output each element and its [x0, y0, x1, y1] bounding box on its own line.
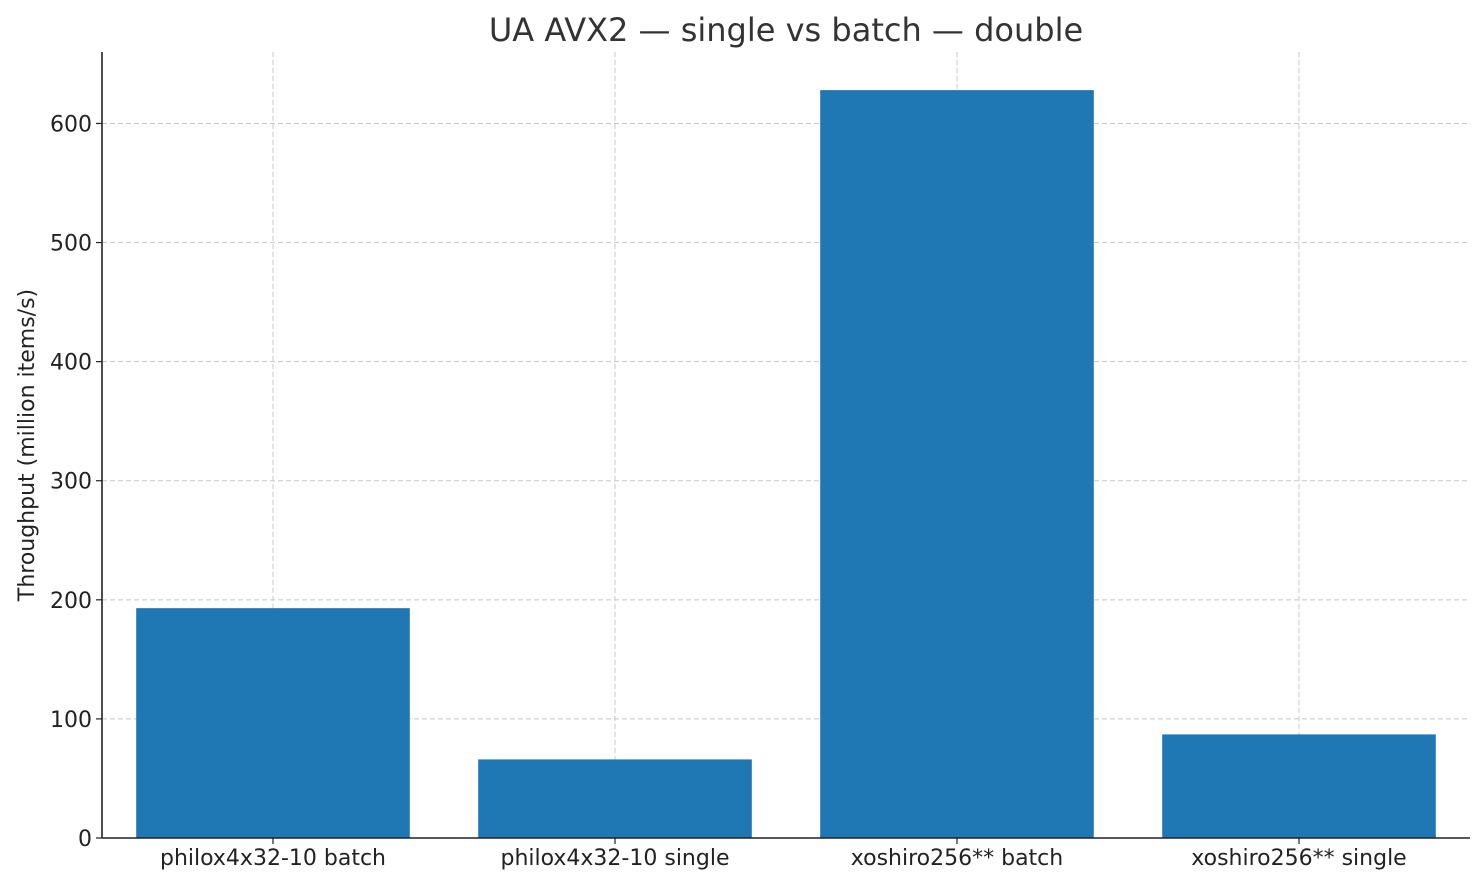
- y-tick-label: 300: [50, 470, 92, 495]
- y-tick-label: 100: [50, 708, 92, 733]
- axes: [101, 52, 1470, 839]
- bar: [820, 90, 1094, 839]
- x-tick-label: xoshiro256** single: [1191, 846, 1406, 871]
- bar: [478, 759, 752, 838]
- bar: [1162, 734, 1436, 838]
- x-tick-label: philox4x32-10 batch: [160, 846, 386, 871]
- y-tick-label: 400: [50, 351, 92, 376]
- y-tick-label: 600: [50, 112, 92, 137]
- bars: [136, 90, 1436, 839]
- bar: [136, 608, 410, 838]
- y-tick-label: 500: [50, 232, 92, 257]
- grid-lines: [102, 52, 1470, 838]
- y-axis-label: Throughput (million items/s): [15, 289, 40, 602]
- y-tick-label: 0: [78, 827, 92, 852]
- y-tick-label: 200: [50, 589, 92, 614]
- x-tick-label: philox4x32-10 single: [500, 846, 729, 871]
- x-tick-label: xoshiro256** batch: [851, 846, 1063, 871]
- chart-title: UA AVX2 — single vs batch — double: [489, 11, 1083, 49]
- y-axis-ticks: 0 100 200 300 400 500 600: [50, 112, 102, 852]
- x-axis-ticks: philox4x32-10 batch philox4x32-10 single x…: [160, 838, 1407, 871]
